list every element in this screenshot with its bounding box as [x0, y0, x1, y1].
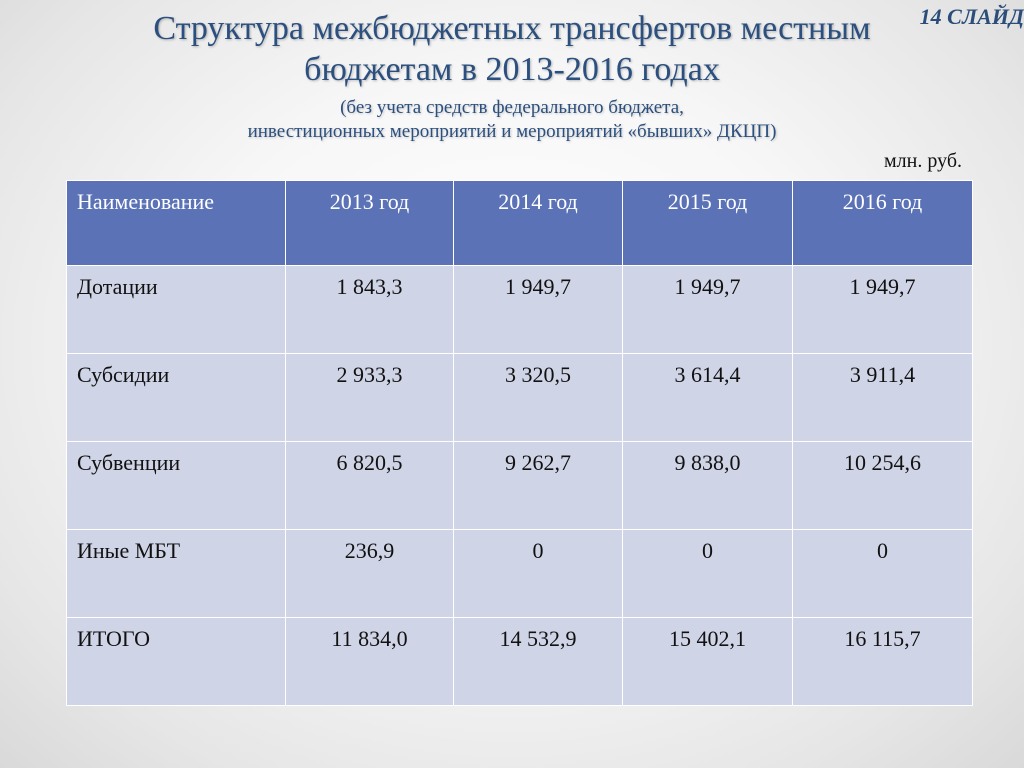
page-subtitle: (без учета средств федерального бюджета,…	[30, 96, 994, 144]
cell-value: 3 614,4	[622, 353, 793, 442]
cell-value: 236,9	[285, 529, 454, 618]
row-name: Иные МБТ	[66, 529, 286, 618]
cell-value: 16 115,7	[792, 617, 973, 706]
slide-number: 14 СЛАЙД	[919, 4, 1024, 29]
row-name: ИТОГО	[66, 617, 286, 706]
header-name: Наименование	[66, 180, 286, 266]
row-name: Дотации	[66, 265, 286, 354]
table-header-row: Наименование 2013 год 2014 год 2015 год …	[66, 180, 973, 266]
table-row: Дотации 1 843,3 1 949,7 1 949,7 1 949,7	[66, 265, 973, 354]
cell-value: 1 949,7	[622, 265, 793, 354]
transfers-table: Наименование 2013 год 2014 год 2015 год …	[66, 180, 973, 706]
cell-value: 2 933,3	[285, 353, 454, 442]
subtitle-line-2: инвестиционных мероприятий и мероприятий…	[247, 121, 777, 142]
header-2015: 2015 год	[622, 180, 793, 266]
title-line-1: Структура межбюджетных трансфертов местн…	[153, 10, 871, 47]
cell-value: 1 949,7	[453, 265, 623, 354]
page-title: Структура межбюджетных трансфертов местн…	[30, 8, 994, 90]
cell-value: 11 834,0	[285, 617, 454, 706]
cell-value: 1 949,7	[792, 265, 973, 354]
row-name: Субсидии	[66, 353, 286, 442]
cell-value: 1 843,3	[285, 265, 454, 354]
cell-value: 10 254,6	[792, 441, 973, 530]
cell-value: 3 320,5	[453, 353, 623, 442]
cell-value: 0	[453, 529, 623, 618]
header-2013: 2013 год	[285, 180, 454, 266]
cell-value: 9 838,0	[622, 441, 793, 530]
row-name: Субвенции	[66, 441, 286, 530]
table-row: Субвенции 6 820,5 9 262,7 9 838,0 10 254…	[66, 441, 973, 530]
cell-value: 15 402,1	[622, 617, 793, 706]
table-row: Субсидии 2 933,3 3 320,5 3 614,4 3 911,4	[66, 353, 973, 442]
units-label: млн. руб.	[884, 150, 962, 172]
cell-value: 9 262,7	[453, 441, 623, 530]
cell-value: 6 820,5	[285, 441, 454, 530]
cell-value: 3 911,4	[792, 353, 973, 442]
cell-value: 0	[792, 529, 973, 618]
cell-value: 14 532,9	[453, 617, 623, 706]
subtitle-line-1: (без учета средств федерального бюджета,	[340, 97, 684, 118]
table-row: Иные МБТ 236,9 0 0 0	[66, 529, 973, 618]
table-row: ИТОГО 11 834,0 14 532,9 15 402,1 16 115,…	[66, 617, 973, 706]
title-line-2: бюджетам в 2013-2016 годах	[304, 51, 720, 88]
cell-value: 0	[622, 529, 793, 618]
header-2016: 2016 год	[792, 180, 973, 266]
header-2014: 2014 год	[453, 180, 623, 266]
